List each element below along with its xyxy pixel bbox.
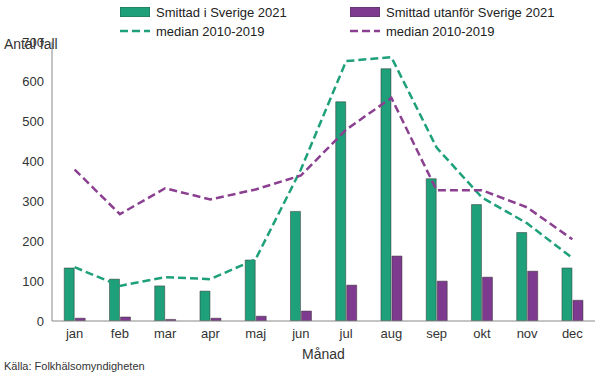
html-text:median 2010-2019: median 2010-2019: [386, 23, 495, 39]
svg-text:400: 400: [22, 154, 44, 169]
svg-text:jan: jan: [65, 326, 83, 341]
svg-text:aug: aug: [381, 326, 403, 341]
svg-text:500: 500: [22, 114, 44, 129]
svg-text:apr: apr: [201, 326, 220, 341]
svg-text:200: 200: [22, 234, 44, 249]
html-text:Smittad i Sverige 2021: Smittad i Sverige 2021: [156, 4, 287, 20]
svg-text:okt: okt: [473, 326, 491, 341]
html-text:Smittad utanför Sverige 2021: Smittad utanför Sverige 2021: [386, 4, 555, 20]
svg-text:600: 600: [22, 74, 44, 89]
html-text:Antal fall: Antal fall: [4, 36, 58, 52]
svg-text:mar: mar: [154, 326, 177, 341]
svg-text:dec: dec: [562, 326, 583, 341]
svg-text:maj: maj: [245, 326, 266, 341]
html-text:median 2010-2019: median 2010-2019: [156, 23, 265, 39]
html-text:Källa: Folkhälsomyndigheten: Källa: Folkhälsomyndigheten: [4, 360, 145, 372]
svg-text:feb: feb: [111, 326, 129, 341]
svg-text:jul: jul: [339, 326, 353, 341]
svg-text:nov: nov: [517, 326, 538, 341]
svg-text:jun: jun: [291, 326, 309, 341]
svg-text:100: 100: [22, 274, 44, 289]
svg-text:300: 300: [22, 194, 44, 209]
svg-text:sep: sep: [426, 326, 447, 341]
svg-text:0: 0: [37, 314, 44, 329]
svg-text:Månad: Månad: [302, 346, 345, 362]
